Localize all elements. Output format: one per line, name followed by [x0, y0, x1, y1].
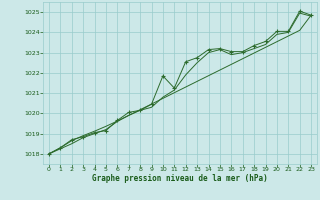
X-axis label: Graphe pression niveau de la mer (hPa): Graphe pression niveau de la mer (hPa)	[92, 174, 268, 183]
